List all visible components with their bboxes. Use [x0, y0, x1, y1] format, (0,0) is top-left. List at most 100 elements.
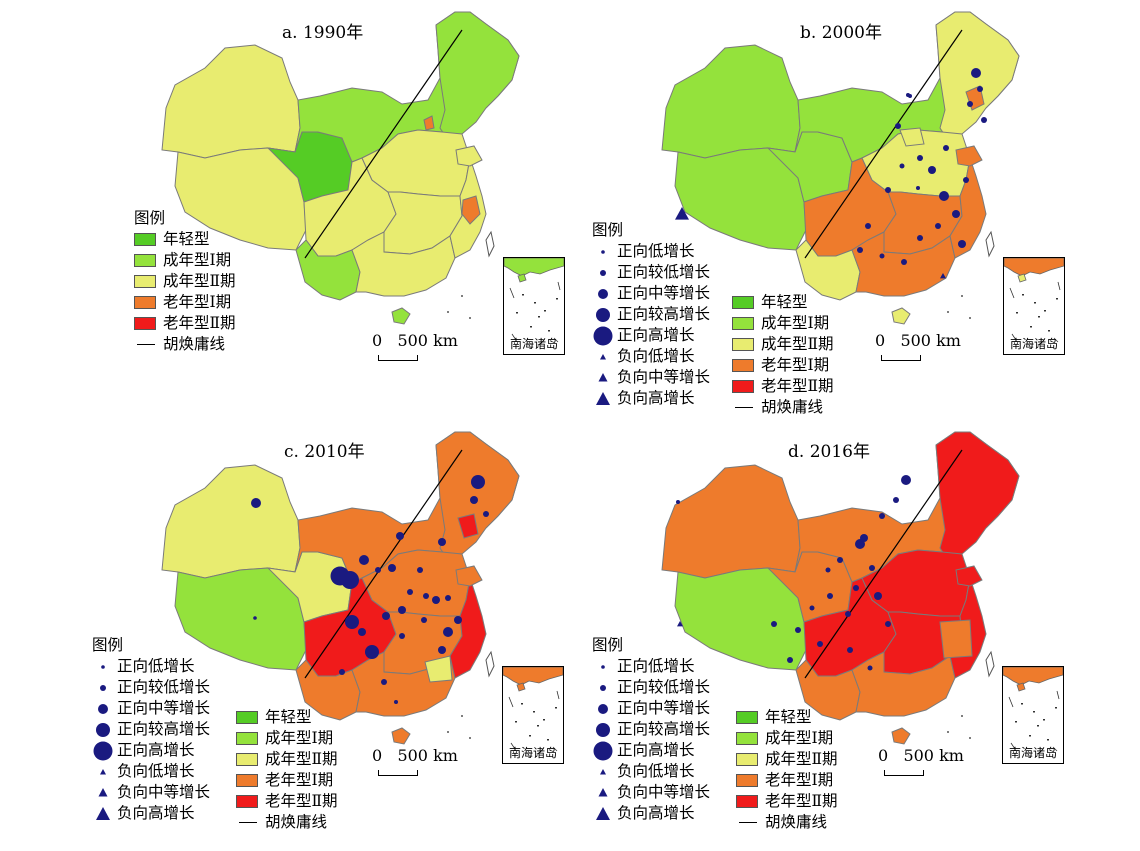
map-legend: 图例 年轻型 成年型Ⅰ期 成年型Ⅱ期 老年型Ⅰ期 老年型Ⅱ期 胡焕庸线 [134, 208, 236, 355]
growth-circle-11 [943, 145, 949, 151]
legend-item-hu-line: 胡焕庸线 [736, 812, 838, 833]
growth-circle-12 [407, 589, 413, 595]
hu-line-symbol [239, 822, 257, 823]
legend-swatch [732, 359, 754, 372]
inset-island-7 [1016, 312, 1018, 314]
legend-item-old-i: 老年型Ⅰ期 [736, 770, 838, 791]
growth-circle-7 [895, 123, 901, 129]
growth-circle-21 [901, 259, 907, 265]
hu-huanyong-line [304, 449, 463, 679]
inset-island-4 [1030, 326, 1032, 328]
inset-island-0 [522, 294, 524, 296]
growth-circle-3 [971, 68, 981, 78]
growth-circle-9 [869, 565, 875, 571]
legend-swatch [736, 753, 758, 766]
inset-island-6 [1055, 707, 1057, 709]
legend-heading: 图例 [134, 209, 166, 227]
legend-growth-3: 正向较高增长 [592, 304, 710, 325]
legend-swatch [134, 317, 156, 330]
inset-island-7 [516, 312, 518, 314]
hu-line-symbol [735, 407, 753, 408]
growth-circle-23 [885, 187, 891, 193]
growth-circle-24 [916, 186, 920, 190]
inset-mainland [504, 258, 564, 277]
legend-growth-5: 负向低增长 [592, 761, 710, 782]
region-xinjiang [161, 464, 301, 579]
growth-circle-12 [885, 621, 891, 627]
island-mark [947, 731, 949, 733]
inset-south-china-sea: 南海诸岛 [503, 257, 565, 355]
growth-circle-18 [443, 627, 453, 637]
growth-circle-13 [398, 606, 406, 614]
region-shandong [455, 565, 483, 587]
growth-circle-16 [795, 627, 801, 633]
growth-circle-13 [939, 191, 949, 201]
inset-island-6 [556, 298, 558, 300]
region-shandong [455, 145, 483, 167]
legend-growth-0: 正向低增长 [92, 656, 210, 677]
panel-2000: b. 2000年 图例 正向低增长 正向较低增长 正向中等增长 正向较高增长 正… [570, 0, 1140, 425]
growth-legend: 图例 正向低增长 正向较低增长 正向中等增长 正向较高增长 正向高增长 负向低增… [592, 220, 710, 409]
inset-island-5 [547, 739, 549, 741]
legend-swatch [236, 774, 258, 787]
inset-island-0 [521, 703, 523, 705]
inset-south-china-sea: 南海诸岛 [1002, 666, 1064, 764]
legend-swatch [134, 233, 156, 246]
inset-island-3 [544, 310, 546, 312]
region-accent-1 [899, 127, 925, 147]
panel-title: d. 2016年 [788, 442, 870, 462]
inset-map [504, 258, 564, 343]
growth-legend: 图例 正向低增长 正向较低增长 正向中等增长 正向较高增长 正向高增长 负向低增… [92, 635, 210, 824]
legend-swatch [134, 254, 156, 267]
inset-island-2 [537, 725, 539, 727]
legend-growth-0: 正向低增长 [592, 241, 710, 262]
inset-south-china-sea: 南海诸岛 [502, 666, 564, 764]
legend-growth-5: 负向低增长 [92, 761, 210, 782]
growth-legend: 图例 正向低增长 正向较低增长 正向中等增长 正向较高增长 正向高增长 负向低增… [592, 635, 710, 824]
legend-growth-5: 负向低增长 [592, 346, 710, 367]
inset-island-1 [533, 711, 535, 713]
growth-circle-8 [899, 163, 905, 169]
inset-boundary-dash [509, 281, 561, 343]
growth-triangle-2 [675, 207, 689, 220]
growth-circle-5 [438, 538, 446, 546]
legend-heading: 图例 [592, 636, 624, 654]
legend-heading: 图例 [92, 636, 124, 654]
inset-island-4 [1029, 735, 1031, 737]
legend-growth-6: 负向中等增长 [92, 782, 210, 803]
map-layer [661, 431, 1020, 745]
legend-growth-1: 正向较低增长 [592, 262, 710, 283]
inset-island-6 [1056, 298, 1058, 300]
island-mark [469, 737, 471, 739]
region-xinjiang [161, 44, 301, 159]
growth-circle-25 [399, 633, 405, 639]
legend-swatch [236, 795, 258, 808]
legend-item-hu-line: 胡焕庸线 [134, 334, 236, 355]
inset-island-2 [1037, 725, 1039, 727]
inset-island-4 [530, 326, 532, 328]
legend-item-adult-i: 成年型Ⅰ期 [736, 728, 838, 749]
region-shandong [955, 565, 983, 587]
growth-circle-28 [381, 679, 387, 685]
island-mark [447, 311, 449, 313]
growth-circle-6 [837, 557, 843, 563]
growth-circle-11 [874, 592, 882, 600]
growth-circle-7 [825, 567, 831, 573]
legend-item-adult-i: 成年型Ⅰ期 [732, 313, 834, 334]
map-legend: 年轻型 成年型Ⅰ期 成年型Ⅱ期 老年型Ⅰ期 老年型Ⅱ期 胡焕庸线 [236, 707, 338, 833]
growth-triangle-22 [940, 273, 946, 279]
legend-item-hu-line: 胡焕庸线 [732, 397, 834, 418]
growth-circle-16 [445, 595, 451, 601]
growth-circle-0 [676, 500, 680, 504]
region-south [351, 651, 456, 717]
legend-item-young: 年轻型 [134, 229, 236, 250]
legend-growth-2: 正向中等增长 [592, 283, 710, 304]
growth-triangle-1 [677, 621, 683, 627]
inset-island-1 [1034, 302, 1036, 304]
growth-circle-29 [394, 700, 398, 704]
growth-circle-3 [470, 496, 478, 504]
growth-circle-27 [339, 669, 345, 675]
legend-swatch [236, 732, 258, 745]
legend-item-old-ii: 老年型Ⅱ期 [134, 313, 236, 334]
